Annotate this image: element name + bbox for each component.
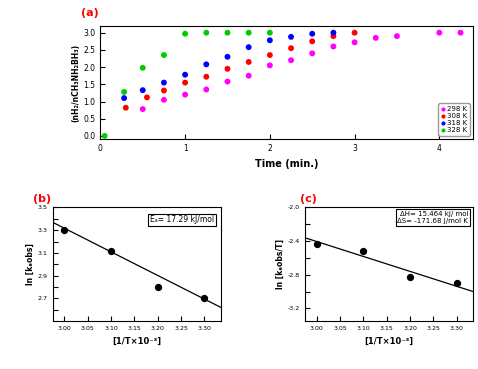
Point bbox=[245, 59, 252, 65]
Point bbox=[393, 33, 401, 39]
X-axis label: [1/T×10⁻³]: [1/T×10⁻³] bbox=[365, 337, 413, 345]
Point bbox=[203, 30, 210, 36]
Point bbox=[139, 106, 147, 112]
Point bbox=[203, 86, 210, 92]
Point bbox=[287, 45, 295, 51]
Text: (c): (c) bbox=[300, 194, 317, 204]
Point bbox=[351, 39, 358, 45]
Text: (b): (b) bbox=[33, 194, 52, 204]
Point bbox=[181, 80, 189, 86]
Text: Eₐ= 17.29 kJ/mol: Eₐ= 17.29 kJ/mol bbox=[150, 215, 214, 224]
Text: (a): (a) bbox=[81, 8, 99, 18]
Point bbox=[107, 248, 115, 254]
Point bbox=[245, 30, 252, 36]
Point bbox=[266, 37, 274, 43]
Point bbox=[266, 30, 274, 36]
Point bbox=[330, 44, 337, 49]
Point bbox=[224, 79, 231, 85]
Point bbox=[201, 295, 208, 301]
Point bbox=[122, 105, 130, 111]
Point bbox=[308, 51, 316, 56]
Point bbox=[224, 66, 231, 72]
Point bbox=[287, 57, 295, 63]
Point bbox=[181, 92, 189, 97]
X-axis label: Time (min.): Time (min.) bbox=[255, 159, 318, 169]
Point bbox=[266, 52, 274, 58]
Point bbox=[160, 87, 168, 93]
Point bbox=[224, 30, 231, 36]
Point bbox=[120, 95, 128, 101]
Point bbox=[372, 35, 380, 41]
X-axis label: [1/T×10⁻³]: [1/T×10⁻³] bbox=[112, 337, 161, 345]
Point bbox=[359, 248, 367, 254]
Legend: 298 K, 308 K, 318 K, 328 K: 298 K, 308 K, 318 K, 328 K bbox=[438, 103, 470, 136]
Point bbox=[330, 33, 337, 39]
Point bbox=[101, 133, 109, 139]
Point bbox=[60, 227, 68, 233]
Point bbox=[160, 80, 168, 86]
Point bbox=[154, 284, 162, 290]
Y-axis label: (nH₂/nCH₃NH₂BH₃): (nH₂/nCH₃NH₂BH₃) bbox=[72, 44, 81, 122]
Text: ΔH= 15.464 kJ/ mol
ΔS= -171.68 J/mol K: ΔH= 15.464 kJ/ mol ΔS= -171.68 J/mol K bbox=[397, 211, 468, 224]
Y-axis label: ln [kₑobs/T]: ln [kₑobs/T] bbox=[276, 239, 285, 289]
Point bbox=[203, 61, 210, 67]
Point bbox=[308, 31, 316, 37]
Point bbox=[143, 94, 151, 100]
Point bbox=[139, 65, 147, 71]
Point bbox=[351, 30, 358, 36]
Point bbox=[266, 62, 274, 68]
Point bbox=[330, 30, 337, 36]
Point bbox=[224, 54, 231, 60]
Point bbox=[139, 87, 147, 93]
Point bbox=[245, 73, 252, 79]
Point bbox=[406, 274, 414, 280]
Point bbox=[313, 241, 320, 246]
Y-axis label: ln [kₑobs]: ln [kₑobs] bbox=[26, 243, 35, 285]
Point bbox=[456, 30, 464, 36]
Point bbox=[453, 280, 461, 286]
Point bbox=[308, 38, 316, 44]
Point bbox=[435, 30, 443, 36]
Point bbox=[203, 74, 210, 80]
Point bbox=[160, 97, 168, 103]
Point bbox=[245, 44, 252, 50]
Point bbox=[181, 31, 189, 37]
Point bbox=[287, 34, 295, 40]
Point bbox=[160, 52, 168, 58]
Point bbox=[120, 89, 128, 95]
Point bbox=[181, 72, 189, 77]
